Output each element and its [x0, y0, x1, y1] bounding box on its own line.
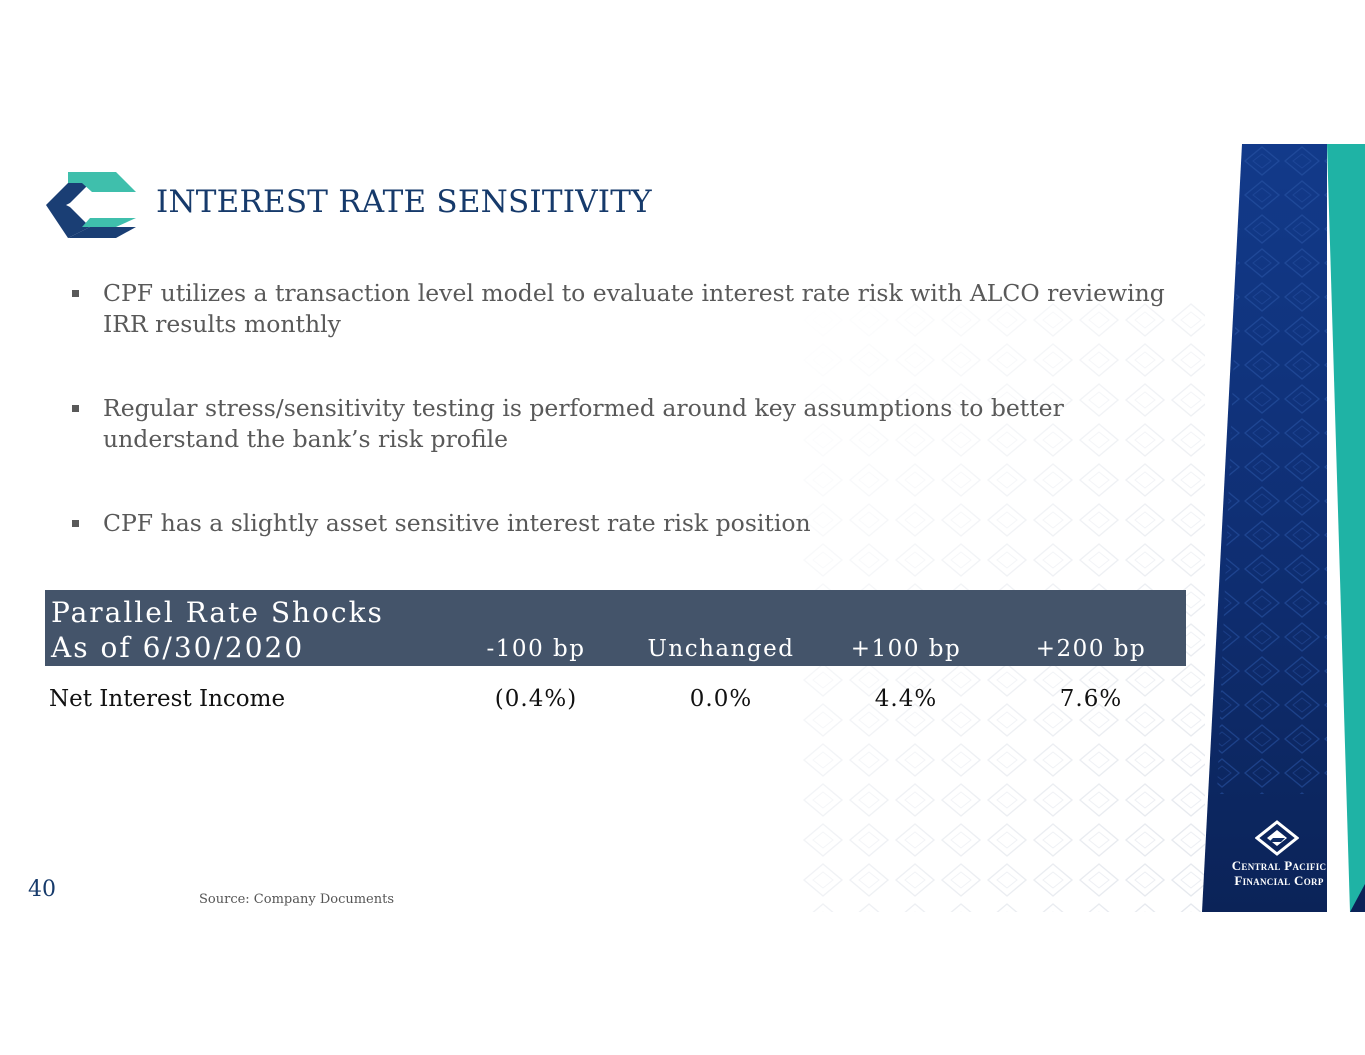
- bullet-text: CPF utilizes a transaction level model t…: [103, 279, 1165, 338]
- brand-logo-icon: [1255, 820, 1299, 856]
- table-cell: 7.6%: [1059, 686, 1123, 712]
- side-panel: [1202, 144, 1365, 912]
- bullet-item: CPF utilizes a transaction level model t…: [70, 278, 1170, 340]
- bullet-item: CPF has a slightly asset sensitive inter…: [70, 508, 811, 539]
- table-row: Net Interest Income (0.4%) 0.0% 4.4% 7.6…: [45, 686, 1186, 718]
- bullet-square-icon: [72, 405, 79, 412]
- bullet-square-icon: [72, 520, 79, 527]
- bullet-text: CPF has a slightly asset sensitive inter…: [103, 509, 811, 537]
- bullet-text: Regular stress/sensitivity testing is pe…: [103, 394, 1064, 453]
- column-header: Unchanged: [647, 636, 795, 662]
- brand-name: Central Pacific Financial Corp: [1224, 858, 1334, 888]
- page-number: 40: [28, 877, 56, 902]
- company-logo-icon: [46, 172, 136, 238]
- table-date: As of 6/30/2020: [51, 631, 305, 664]
- brand-line: Financial Corp: [1234, 873, 1324, 888]
- bullet-item: Regular stress/sensitivity testing is pe…: [70, 393, 1170, 455]
- source-note: Source: Company Documents: [199, 892, 395, 907]
- table-cell: 0.0%: [689, 686, 753, 712]
- column-header: +100 bp: [850, 636, 962, 662]
- table-cell: (0.4%): [494, 686, 578, 712]
- table-header: Parallel Rate Shocks As of 6/30/2020 -10…: [45, 590, 1186, 666]
- page-title: INTEREST RATE SENSITIVITY: [156, 184, 652, 220]
- column-header: -100 bp: [486, 636, 586, 662]
- column-header: +200 bp: [1035, 636, 1147, 662]
- table-title: Parallel Rate Shocks: [51, 596, 384, 629]
- row-label: Net Interest Income: [49, 686, 286, 712]
- bullet-square-icon: [72, 290, 79, 297]
- brand-line: Central Pacific: [1231, 858, 1327, 873]
- table-cell: 4.4%: [874, 686, 938, 712]
